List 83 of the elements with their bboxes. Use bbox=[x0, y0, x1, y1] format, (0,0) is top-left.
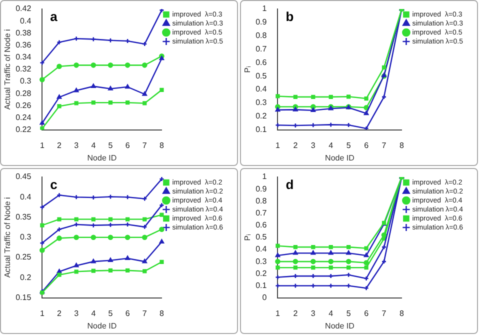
x-tick-label: 3 bbox=[310, 140, 316, 150]
y-tick-label: 0.1 bbox=[256, 125, 268, 134]
y-tick-label: 0.5 bbox=[256, 71, 268, 80]
y-tick-label: 0.5 bbox=[256, 232, 268, 242]
x-tick-label: 2 bbox=[293, 308, 298, 318]
y-tick-label: 0.7 bbox=[256, 44, 268, 54]
x-tick-label: 3 bbox=[310, 308, 316, 318]
x-tick-label: 3 bbox=[74, 308, 80, 318]
y-tick-label: 0.45 bbox=[16, 172, 32, 182]
y-tick-label: 0.25 bbox=[16, 252, 32, 262]
y-axis-title: Pᵢ bbox=[243, 66, 252, 73]
y-tick-label: 0.2 bbox=[256, 268, 268, 278]
y-tick-label: 0 bbox=[262, 293, 268, 302]
x-tick-label: 5 bbox=[346, 140, 352, 150]
x-tick-label: 6 bbox=[364, 308, 370, 318]
y-tick-label: 0.6 bbox=[256, 220, 268, 230]
x-tick-label: 7 bbox=[382, 308, 387, 318]
x-tick-label: 2 bbox=[293, 140, 298, 150]
y-tick-label: 0.3 bbox=[256, 98, 268, 108]
y-axis-title: Actual Traffic of Node i bbox=[3, 197, 12, 278]
x-tick-label: 8 bbox=[399, 308, 404, 318]
x-tick-label: 4 bbox=[91, 140, 96, 150]
y-tick-label: 0.36 bbox=[16, 40, 32, 50]
chart-title: b bbox=[286, 9, 294, 24]
x-tick-label: 7 bbox=[142, 140, 148, 150]
x-tick-label: 1 bbox=[275, 308, 280, 318]
x-tick-label: 6 bbox=[364, 140, 370, 150]
y-tick-label: 0.34 bbox=[16, 52, 32, 62]
y-tick-label: 0.4 bbox=[20, 192, 32, 202]
x-tick-label: 6 bbox=[125, 308, 130, 318]
x-axis-title: Node ID bbox=[87, 321, 117, 330]
chart-title: c bbox=[50, 177, 58, 192]
x-tick-label: 1 bbox=[40, 140, 45, 150]
y-tick-label: 0.6 bbox=[256, 58, 268, 67]
x-tick-label: 4 bbox=[328, 140, 334, 150]
y-tick-label: 0.35 bbox=[16, 212, 32, 222]
y-tick-label: 0.4 bbox=[256, 84, 268, 94]
x-tick-label: 8 bbox=[159, 308, 164, 318]
x-tick-label: 2 bbox=[57, 308, 62, 318]
y-tick-label: 0.38 bbox=[16, 28, 32, 38]
y-tick-label: 1 bbox=[262, 4, 268, 14]
y-tick-label: 0.7 bbox=[256, 208, 268, 218]
y-tick-label: 0.24 bbox=[16, 112, 32, 122]
x-tick-label: 7 bbox=[382, 140, 387, 150]
y-tick-label: 0.8 bbox=[256, 31, 268, 40]
y-tick-label: 1 bbox=[262, 172, 268, 182]
y-axis-title: Pᵢ bbox=[243, 234, 252, 241]
y-tick-label: 0.8 bbox=[256, 196, 268, 206]
y-tick-label: 0.3 bbox=[256, 256, 268, 266]
x-tick-label: 5 bbox=[108, 308, 114, 318]
y-tick-label: 0.32 bbox=[16, 64, 32, 74]
chart-title: a bbox=[50, 9, 58, 24]
x-tick-label: 1 bbox=[275, 140, 280, 150]
y-tick-label: 0.2 bbox=[20, 272, 32, 282]
y-tick-label: 0.22 bbox=[16, 125, 32, 134]
y-tick-label: 0.3 bbox=[20, 232, 32, 242]
x-tick-label: 7 bbox=[142, 308, 148, 318]
chart-title: d bbox=[286, 177, 294, 192]
y-axis-title: Actual Traffic of Node i bbox=[3, 29, 12, 110]
x-tick-label: 2 bbox=[57, 140, 62, 150]
x-tick-label: 4 bbox=[328, 308, 334, 318]
x-tick-label: 4 bbox=[91, 308, 96, 318]
y-tick-label: 0.9 bbox=[256, 18, 268, 27]
x-tick-label: 8 bbox=[159, 140, 164, 150]
y-tick-label: 0.4 bbox=[20, 16, 32, 26]
y-tick-label: 0.1 bbox=[256, 280, 268, 290]
x-tick-label: 5 bbox=[108, 140, 114, 150]
x-tick-label: 6 bbox=[125, 140, 130, 150]
y-tick-label: 0.4 bbox=[256, 244, 268, 254]
x-axis-title: Node ID bbox=[87, 153, 117, 162]
y-tick-label: 0.2 bbox=[256, 112, 268, 121]
x-tick-label: 3 bbox=[74, 140, 80, 150]
y-tick-label: 0.42 bbox=[16, 4, 32, 14]
x-tick-label: 1 bbox=[40, 308, 45, 318]
y-tick-label: 0.3 bbox=[20, 76, 32, 86]
y-tick-label: 0.15 bbox=[16, 293, 32, 302]
x-tick-label: 8 bbox=[399, 140, 404, 150]
y-tick-label: 0.28 bbox=[16, 88, 32, 98]
x-axis-title: Node ID bbox=[325, 153, 355, 162]
x-tick-label: 5 bbox=[346, 308, 352, 318]
x-axis-title: Node ID bbox=[325, 321, 355, 330]
y-tick-label: 0.26 bbox=[16, 100, 32, 110]
y-tick-label: 0.9 bbox=[256, 184, 268, 194]
